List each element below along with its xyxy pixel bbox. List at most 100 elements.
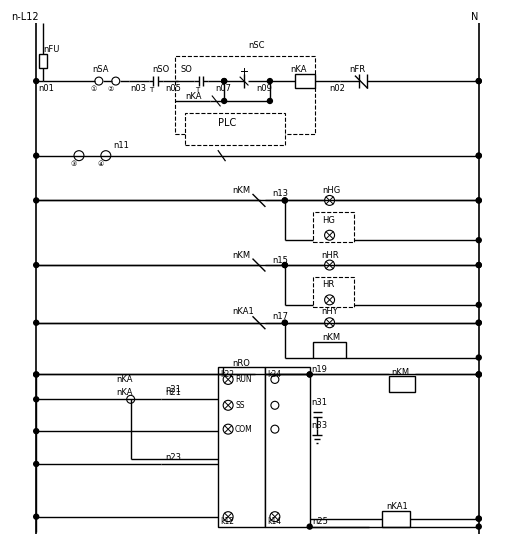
Circle shape xyxy=(267,78,272,83)
Text: n23: n23 xyxy=(165,453,182,461)
Circle shape xyxy=(33,263,39,268)
Text: nRO: nRO xyxy=(232,359,250,368)
Bar xyxy=(313,342,346,358)
Circle shape xyxy=(282,263,287,268)
Text: nKM: nKM xyxy=(232,251,250,259)
Text: nSC: nSC xyxy=(248,41,265,50)
Circle shape xyxy=(476,238,481,243)
Text: COM: COM xyxy=(235,424,253,434)
Text: ②: ② xyxy=(107,86,114,92)
Text: nKA1: nKA1 xyxy=(386,502,408,511)
Text: n17: n17 xyxy=(272,312,288,321)
Text: n02: n02 xyxy=(330,83,345,93)
Text: k24: k24 xyxy=(267,370,281,379)
Text: k12: k12 xyxy=(220,517,234,526)
Circle shape xyxy=(476,516,481,521)
Text: SO: SO xyxy=(180,65,192,73)
Text: nHR: nHR xyxy=(321,251,339,259)
Text: N: N xyxy=(471,13,478,23)
Circle shape xyxy=(307,372,312,377)
Circle shape xyxy=(282,320,287,325)
Circle shape xyxy=(33,514,39,519)
Text: nSO: nSO xyxy=(153,65,170,73)
Text: k22: k22 xyxy=(220,370,234,379)
Text: n01: n01 xyxy=(38,83,54,93)
Text: ③: ③ xyxy=(71,161,77,167)
Circle shape xyxy=(476,355,481,360)
Circle shape xyxy=(33,320,39,325)
Circle shape xyxy=(476,78,481,83)
Bar xyxy=(382,511,410,527)
Text: nFR: nFR xyxy=(349,65,366,73)
Circle shape xyxy=(33,429,39,434)
Text: n03: n03 xyxy=(131,83,147,93)
Text: k14: k14 xyxy=(267,517,281,526)
Circle shape xyxy=(476,263,481,268)
Text: n05: n05 xyxy=(165,83,182,93)
Circle shape xyxy=(476,198,481,203)
Circle shape xyxy=(222,98,227,103)
Text: nKM: nKM xyxy=(391,368,409,377)
Circle shape xyxy=(476,516,481,521)
Bar xyxy=(218,368,265,527)
Text: n07: n07 xyxy=(215,83,231,93)
Circle shape xyxy=(33,397,39,402)
Text: RUN: RUN xyxy=(235,375,252,384)
Circle shape xyxy=(33,461,39,466)
Circle shape xyxy=(33,198,39,203)
Circle shape xyxy=(476,372,481,377)
Text: nSA: nSA xyxy=(92,65,108,73)
Bar xyxy=(265,368,310,527)
Text: SS: SS xyxy=(235,401,244,410)
Circle shape xyxy=(476,302,481,307)
Circle shape xyxy=(476,320,481,325)
Text: ①: ① xyxy=(91,86,97,92)
Circle shape xyxy=(282,198,287,203)
Text: nKM: nKM xyxy=(232,186,250,195)
Bar xyxy=(389,376,415,392)
Text: nKA: nKA xyxy=(186,93,202,102)
Text: ④: ④ xyxy=(98,161,104,167)
Text: n11: n11 xyxy=(113,141,129,150)
Circle shape xyxy=(282,320,287,325)
Text: n15: n15 xyxy=(272,256,288,264)
Circle shape xyxy=(476,320,481,325)
Circle shape xyxy=(307,372,312,377)
Bar xyxy=(313,277,354,307)
Text: HR: HR xyxy=(322,280,335,289)
Circle shape xyxy=(222,78,227,83)
Text: nFU: nFU xyxy=(43,45,59,54)
Text: n13: n13 xyxy=(272,189,288,198)
Circle shape xyxy=(33,153,39,158)
Bar xyxy=(186,113,285,145)
Circle shape xyxy=(33,372,39,377)
Circle shape xyxy=(476,198,481,203)
Circle shape xyxy=(267,98,272,103)
Text: n-L12: n-L12 xyxy=(11,13,39,23)
Text: nHG: nHG xyxy=(322,186,341,195)
Circle shape xyxy=(222,78,227,83)
Bar xyxy=(313,213,354,242)
Text: HG: HG xyxy=(322,216,336,225)
Text: n09: n09 xyxy=(256,83,272,93)
Text: n31: n31 xyxy=(312,398,328,407)
Bar xyxy=(39,54,47,68)
Circle shape xyxy=(33,78,39,83)
Text: nKA: nKA xyxy=(290,65,306,73)
Text: n25: n25 xyxy=(313,517,329,526)
Text: nKA: nKA xyxy=(116,375,132,384)
Text: T: T xyxy=(150,87,154,93)
Text: nKA: nKA xyxy=(116,388,132,397)
Circle shape xyxy=(282,198,287,203)
Circle shape xyxy=(282,263,287,268)
Circle shape xyxy=(476,263,481,268)
Text: PLC: PLC xyxy=(218,118,236,128)
Circle shape xyxy=(476,153,481,158)
Text: nHY: nHY xyxy=(321,307,338,316)
Text: nKA1: nKA1 xyxy=(232,307,254,316)
Text: n19: n19 xyxy=(312,365,328,374)
Circle shape xyxy=(307,524,312,529)
Circle shape xyxy=(476,524,481,529)
Text: n33: n33 xyxy=(312,421,328,429)
Circle shape xyxy=(476,372,481,377)
